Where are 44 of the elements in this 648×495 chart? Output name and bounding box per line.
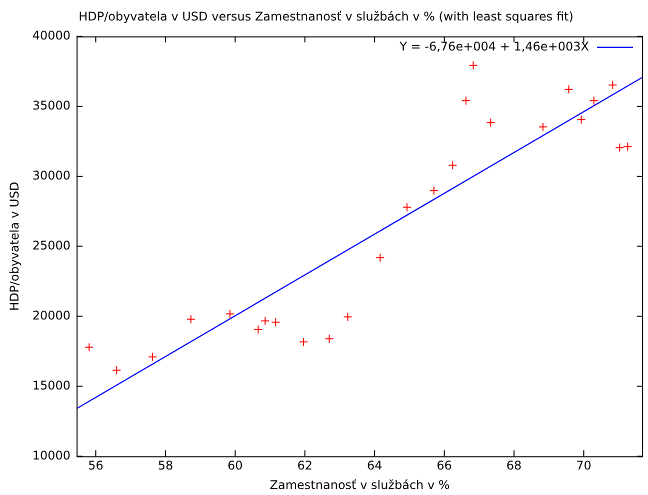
point [538, 122, 548, 132]
x-axis-title: Zamestnanosť v službách v % [270, 478, 450, 492]
x-tick-label: 64 [366, 458, 382, 473]
point [623, 142, 632, 152]
point [298, 337, 308, 346]
point [271, 318, 280, 327]
x-tick-label: 66 [436, 458, 452, 473]
x-tick-label: 58 [158, 458, 174, 473]
point [254, 325, 263, 334]
point [225, 309, 234, 318]
y-tick-label: 40000 [32, 28, 71, 43]
x-tick-label: 62 [297, 458, 313, 473]
text: Y = -6,76e+004 + 1,46e+003X [398, 40, 589, 54]
x-tick-label: 68 [506, 458, 522, 473]
x-tick-label: 60 [228, 458, 243, 473]
y-tick-label: 10000 [32, 448, 71, 462]
point [564, 84, 574, 94]
point [429, 186, 438, 196]
y-tick-label: 20000 [32, 308, 71, 322]
y-tick-label: 30000 [32, 168, 71, 182]
point [186, 314, 196, 324]
y-tick-label: 35000 [32, 98, 71, 112]
point [615, 143, 624, 152]
point [589, 96, 598, 106]
point [461, 96, 470, 106]
x-tick-label: 56 [88, 458, 104, 473]
point [148, 352, 158, 362]
point [448, 160, 458, 170]
point [84, 342, 94, 352]
point [402, 202, 412, 212]
point [376, 253, 385, 262]
point [343, 312, 352, 322]
point [576, 115, 586, 124]
point [468, 60, 478, 70]
y-axis-title: HDP/obyvatela v USD [7, 182, 22, 311]
y-tick-label: 15000 [32, 378, 71, 392]
x-tick-label: 70 [576, 458, 592, 473]
point [608, 80, 618, 90]
point [112, 366, 122, 375]
y-tick-label: 25000 [32, 238, 71, 252]
chart-title: HDP/obyvatela v USD versus Zamestnanosť v službách v % (with least squares fit) [78, 9, 574, 24]
point [324, 334, 334, 344]
point [260, 316, 270, 326]
point [486, 118, 496, 128]
